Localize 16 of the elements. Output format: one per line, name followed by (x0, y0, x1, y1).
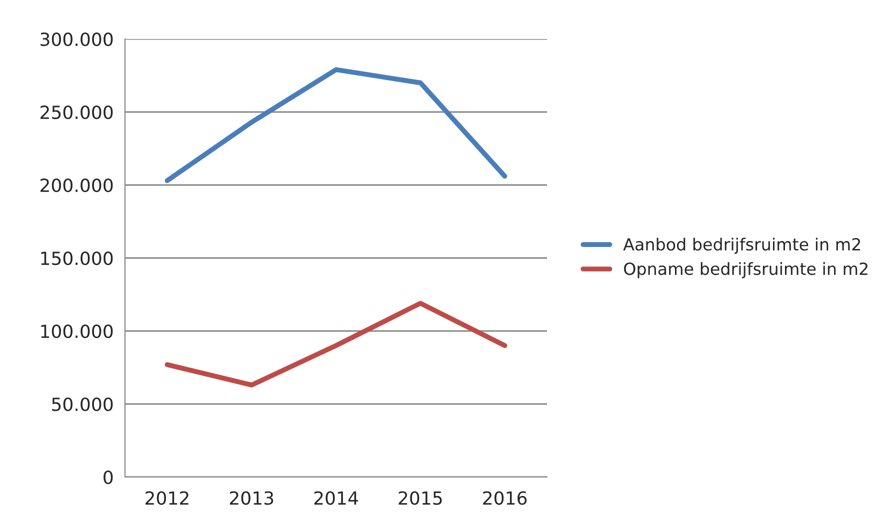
line-series (164, 300, 508, 388)
x-tick-label: 2016 (483, 491, 527, 505)
x-tick-label: 2015 (398, 491, 442, 505)
x-tick-label: 2013 (230, 491, 274, 505)
x-tick-label: 2014 (314, 491, 358, 505)
x-tick-label: 2012 (146, 491, 188, 505)
y-tick-label: 250.000 (40, 105, 113, 120)
y-tick-label: 200.000 (40, 178, 113, 192)
legend-label: Aanbod bedrijfsruimte in m2 (623, 238, 860, 254)
y-tick-label: 300.000 (40, 32, 113, 46)
legend-label: Opname bedrijfsruimte in m2 (624, 262, 868, 278)
y-tick-label: 150.000 (41, 251, 113, 266)
y-tick-label: 50.000 (52, 397, 113, 412)
line-series (164, 67, 508, 184)
y-tick-label: 0 (104, 470, 113, 484)
y-tick-label: 100.000 (41, 324, 113, 338)
